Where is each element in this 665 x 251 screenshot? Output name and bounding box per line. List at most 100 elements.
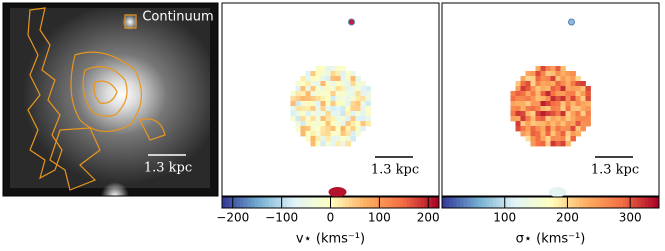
bin [360, 96, 366, 102]
bin [555, 136, 561, 142]
bin [350, 111, 356, 117]
bin [570, 71, 576, 77]
bin [350, 101, 356, 107]
bin [550, 101, 556, 107]
bin [555, 96, 561, 102]
bin [310, 111, 316, 117]
bin [290, 116, 296, 122]
colorbar-cell [352, 197, 357, 208]
bin [355, 81, 361, 87]
bin [540, 91, 546, 97]
bin [325, 101, 331, 107]
bin [525, 101, 531, 107]
bin [545, 106, 551, 112]
colorbar-cell [410, 197, 415, 208]
bin [360, 91, 366, 97]
bin [325, 81, 331, 87]
bin [315, 86, 321, 92]
bin [530, 81, 536, 87]
bin [295, 116, 301, 122]
bin [345, 96, 351, 102]
bin [290, 101, 296, 107]
bin [305, 126, 311, 132]
bin [540, 66, 546, 72]
bin [530, 106, 536, 112]
bin [310, 121, 316, 127]
colorbar-cell [247, 197, 252, 208]
bin [345, 126, 351, 132]
bin [575, 116, 581, 122]
colorbar-cell [323, 197, 328, 208]
bin [570, 131, 576, 137]
colorbar-cell [442, 197, 447, 208]
bin [545, 111, 551, 117]
colorbar-cell [232, 197, 237, 208]
colorbar-cell [406, 197, 411, 208]
bin [565, 101, 571, 107]
colorbar-cell [261, 197, 266, 208]
bin [355, 76, 361, 82]
bin [300, 121, 306, 127]
colorbar-cell [575, 197, 580, 208]
bin [545, 71, 551, 77]
bin [315, 131, 321, 137]
bin-map [510, 18, 591, 197]
colorbar-cell [312, 197, 317, 208]
colorbar-cell [550, 197, 555, 208]
bin [585, 106, 591, 112]
bin [545, 91, 551, 97]
bin [300, 131, 306, 137]
bin [320, 126, 326, 132]
colorbar-cell [590, 197, 595, 208]
colorbar-cell [337, 197, 342, 208]
bin [535, 116, 541, 122]
bin [550, 136, 556, 142]
bin [535, 66, 541, 72]
bin [570, 121, 576, 127]
bin [340, 76, 346, 82]
colorbar-cell [644, 197, 649, 208]
colorbar-cell [388, 197, 393, 208]
bin [515, 86, 521, 92]
colorbar-cell [301, 197, 306, 208]
colorbar-cell [417, 197, 422, 208]
bin [360, 116, 366, 122]
bin [330, 136, 336, 142]
bin [335, 66, 341, 72]
bin [570, 116, 576, 122]
bin [570, 96, 576, 102]
bin [350, 86, 356, 92]
bin [330, 76, 336, 82]
colorbar-cell [514, 197, 519, 208]
bin [525, 81, 531, 87]
bin [565, 131, 571, 137]
bin [530, 76, 536, 82]
bin [535, 131, 541, 137]
bin [545, 101, 551, 107]
bin [515, 101, 521, 107]
bin [570, 76, 576, 82]
bin [360, 121, 366, 127]
bin [300, 86, 306, 92]
bin [568, 18, 575, 26]
bin [315, 91, 321, 97]
bin [340, 116, 346, 122]
bin [565, 116, 571, 122]
bin [575, 131, 581, 137]
bin [320, 81, 326, 87]
bin [585, 111, 591, 117]
bin [510, 111, 516, 117]
bin [315, 136, 321, 142]
colorbar-tick-label: −100 [265, 211, 298, 225]
bin [580, 96, 586, 102]
bin [315, 76, 321, 82]
bin [320, 101, 326, 107]
bin [355, 131, 361, 137]
bin [315, 96, 321, 102]
bin [530, 131, 536, 137]
bin [310, 91, 316, 97]
bin [295, 96, 301, 102]
bin [295, 111, 301, 117]
bin [555, 111, 561, 117]
